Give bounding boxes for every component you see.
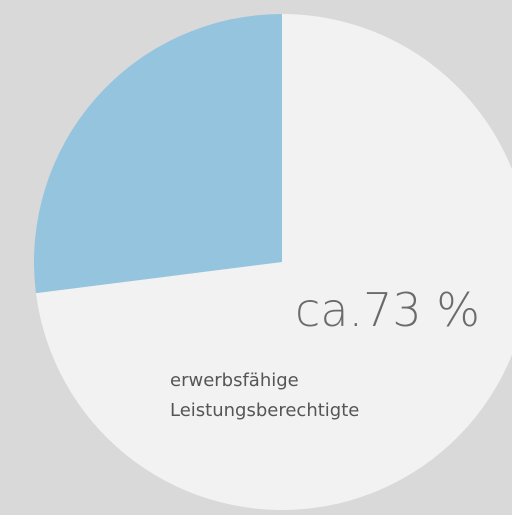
value-label: ca.73 % <box>295 283 480 337</box>
category-label: erwerbsfähige Leistungsberechtigte <box>170 370 360 421</box>
pie-slice <box>33 14 282 294</box>
pie-slice <box>35 14 512 510</box>
